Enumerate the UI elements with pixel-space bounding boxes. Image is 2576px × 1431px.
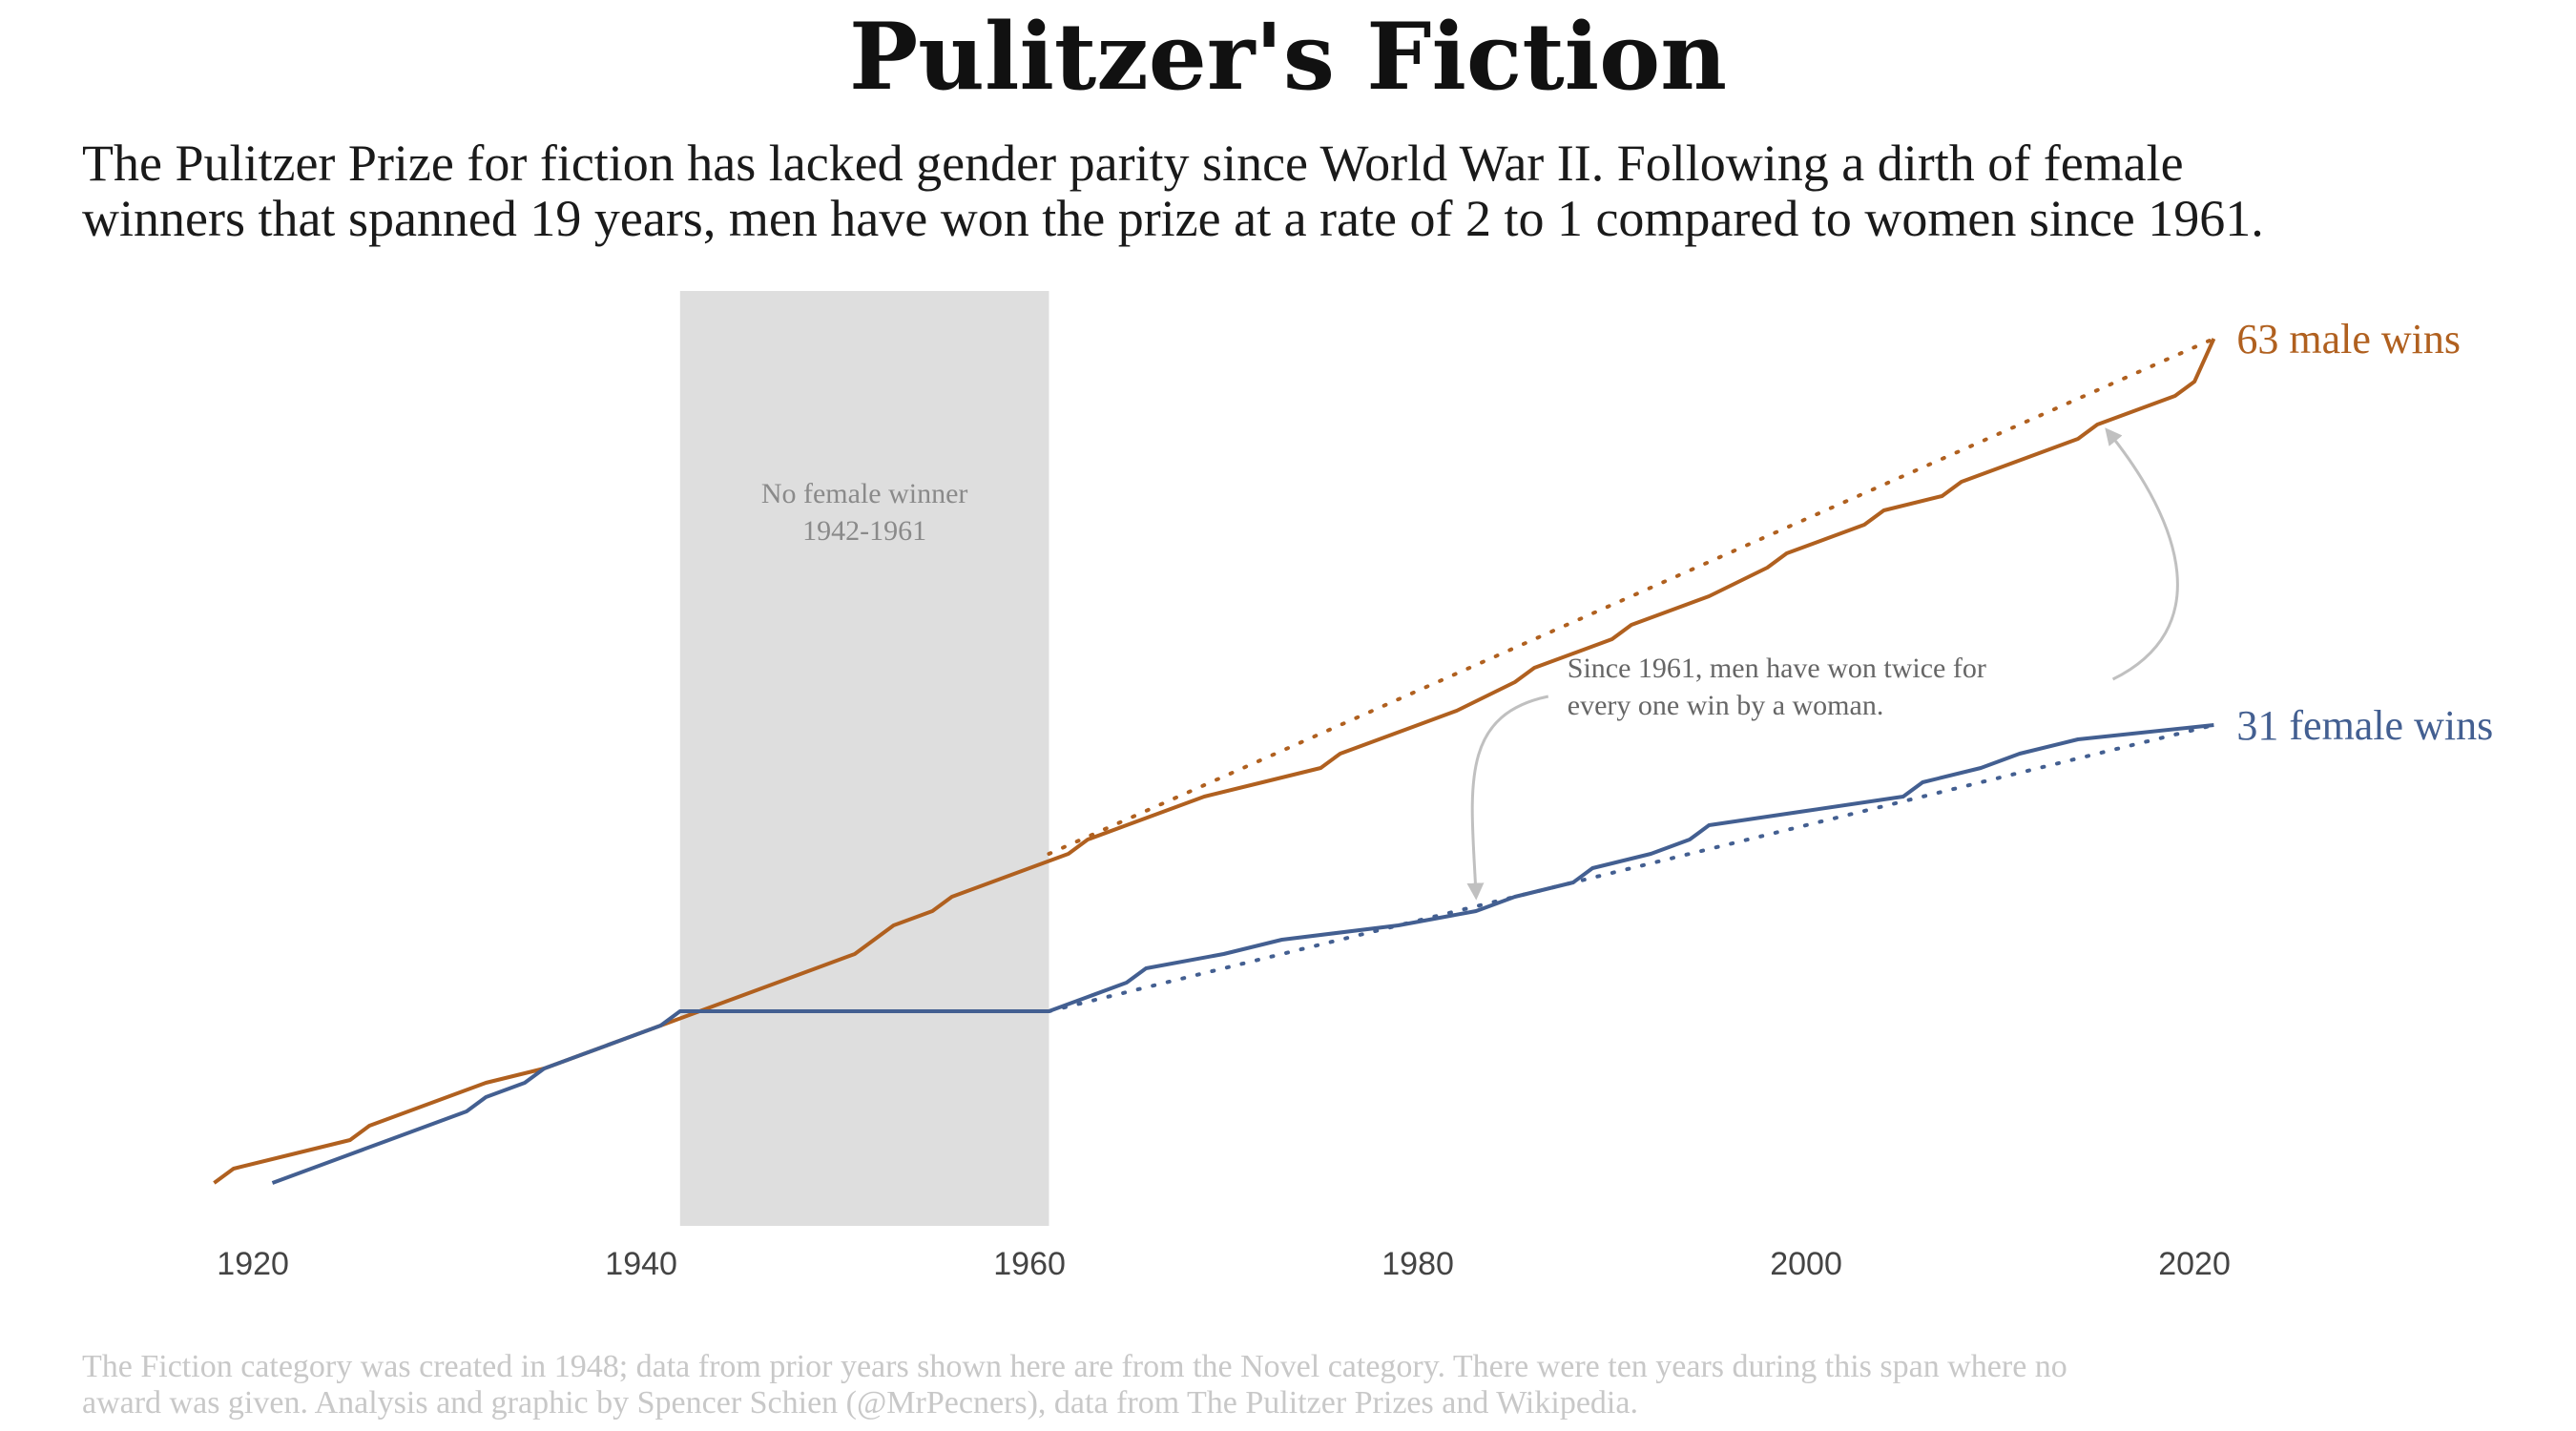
annotation-line-2: every one win by a woman. bbox=[1568, 690, 1884, 721]
trend-line-layer bbox=[1047, 337, 2216, 1013]
x-axis: 1920 1940 1960 1980 2000 2020 bbox=[217, 1246, 2231, 1282]
annotation-layer: Since 1961, men have won twice for every … bbox=[1466, 427, 2179, 901]
x-tick-label-1980: 1980 bbox=[1381, 1246, 1454, 1282]
shaded-region-layer: No female winner 1942-1961 bbox=[679, 291, 1049, 1226]
male-trend-line bbox=[1047, 337, 2216, 856]
label-layer: 63 male wins 31 female wins bbox=[2236, 316, 2493, 749]
footnote-line-2: award was given. Analysis and graphic by… bbox=[82, 1385, 1638, 1421]
shaded-region-label-line-2: 1942-1961 bbox=[802, 515, 926, 547]
chart-subtitle: The Pulitzer Prize for fiction has lacke… bbox=[82, 135, 2544, 246]
female-wins-line bbox=[271, 723, 2214, 1185]
annotation-arrow-male bbox=[2105, 427, 2179, 681]
x-tick-label-1960: 1960 bbox=[993, 1246, 1066, 1282]
male-wins-line bbox=[213, 338, 2216, 1185]
footnote-line-1: The Fiction category was created in 1948… bbox=[82, 1349, 2067, 1384]
x-tick-label-2000: 2000 bbox=[1770, 1246, 1842, 1282]
female-trend-line bbox=[1047, 723, 2216, 1013]
male-end-label: 63 male wins bbox=[2236, 316, 2461, 363]
x-tick-label-1920: 1920 bbox=[217, 1246, 289, 1282]
female-end-label: 31 female wins bbox=[2236, 702, 2493, 749]
chart-footnote: The Fiction category was created in 1948… bbox=[82, 1349, 2524, 1421]
shaded-region-label-line-1: No female winner bbox=[761, 478, 968, 509]
x-tick-label-1940: 1940 bbox=[605, 1246, 677, 1282]
annotation-line-1: Since 1961, men have won twice for bbox=[1568, 653, 1986, 684]
x-tick-label-2020: 2020 bbox=[2158, 1246, 2231, 1282]
annotation-arrow-female bbox=[1466, 695, 1549, 901]
no-female-winner-region bbox=[679, 291, 1049, 1226]
series-line-layer bbox=[213, 338, 2216, 1185]
subtitle-line-1: The Pulitzer Prize for fiction has lacke… bbox=[82, 135, 2184, 192]
chart-title: Pulitzer's Fiction bbox=[848, 3, 1727, 111]
subtitle-line-2: winners that spanned 19 years, men have … bbox=[82, 190, 2264, 247]
